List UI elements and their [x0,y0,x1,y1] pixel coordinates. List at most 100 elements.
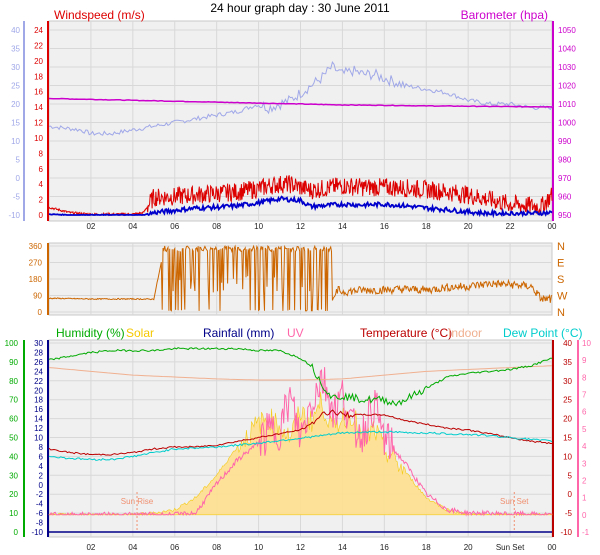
wind-left-inner-tick: 24 [34,26,43,35]
uv-tick: 4 [582,442,587,451]
uv-tick: 0 [582,511,587,520]
temperature-tick: 15 [563,434,572,443]
legend-humidity: Humidity (%) [56,326,125,340]
rainfall-tick: 18 [34,396,43,405]
wind-left-inner-tick: 12 [34,119,43,128]
temperature-tick: 35 [563,358,572,367]
direction-compass-label: N [557,307,565,319]
rainfall-tick: 16 [34,405,43,414]
humidity-tick: 50 [9,434,18,443]
direction-compass-label: E [557,258,564,270]
temperature-tick: 40 [563,339,572,348]
rainfall-tick: 12 [34,424,43,433]
wind-right-tick: 1040 [558,45,576,54]
legend-barometer: Barometer (hpa) [461,8,548,22]
weather-time-tick: 16 [380,543,389,552]
rainfall-tick: 30 [34,339,43,348]
rainfall-tick: 22 [34,377,43,386]
wind-time-tick: 22 [506,222,515,231]
humidity-line [48,347,552,407]
wind-left-inner-tick: 2 [39,196,44,205]
rainfall-tick: -10 [31,528,43,537]
wind-time-tick: 16 [380,222,389,231]
humidity-tick: 40 [9,452,18,461]
rainfall-tick: 4 [39,462,44,471]
wind-right-tick: 1050 [558,26,576,35]
temperature-tick: 0 [568,490,573,499]
uv-tick: 10 [582,339,591,348]
temperature-tick: 30 [563,377,572,386]
solar-area [48,391,553,516]
temperature-tick: 25 [563,396,572,405]
rainfall-tick: -4 [36,500,44,509]
uv-tick: 6 [582,408,587,417]
chart-marks: -10-505101520253035400246810121416182022… [5,21,591,552]
humidity-tick: 10 [9,509,18,518]
weather-time-tick: 14 [338,543,347,552]
humidity-tick: 0 [14,528,19,537]
wind-average-line [48,194,553,219]
dewpoint-line [48,430,553,461]
weather-time-tick: 20 [464,543,473,552]
wind-left-outer-tick: 20 [11,100,20,109]
wind-right-tick: 1000 [558,119,576,128]
weather-time-tick: 04 [128,543,137,552]
humidity-tick: 80 [9,377,18,386]
rainfall-tick: 14 [34,415,43,424]
wind-time-tick: 14 [338,222,347,231]
weather-time-tick: 18 [422,543,431,552]
direction-compass-label: W [557,291,568,303]
rainfall-tick: 0 [39,481,44,490]
wind-left-inner-tick: 14 [34,103,43,112]
rainfall-tick: -8 [36,519,44,528]
indoor-line [48,365,553,381]
wind-right-tick: 1010 [558,100,576,109]
wind-left-inner-tick: 6 [39,165,44,174]
wind-time-tick: 04 [128,222,137,231]
weather-time-tick: 02 [86,543,95,552]
legend-uv: UV [287,326,304,340]
weather-time-tick: Sun Set [496,543,525,552]
uv-tick: 2 [582,476,587,485]
humidity-tick: 20 [9,490,18,499]
wind-left-inner-tick: 18 [34,72,43,81]
wind-left-outer-tick: 5 [16,156,21,165]
uv-tick: 7 [582,391,587,400]
sunset-label: Sun Set [500,497,529,506]
rainfall-tick: 10 [34,434,43,443]
temperature-tick: 10 [563,452,572,461]
direction-left-tick: 0 [38,308,43,317]
legend-solar: Solar [126,326,154,340]
humidity-tick: 30 [9,471,18,480]
wind-left-inner-tick: 4 [39,180,44,189]
wind-left-outer-tick: 30 [11,63,20,72]
wind-left-outer-tick: -5 [13,193,21,202]
rainfall-tick: 26 [34,358,43,367]
uv-tick: 1 [582,494,587,503]
direction-compass-label: N [557,241,565,253]
wind-time-tick: 12 [296,222,305,231]
weather-time-tick: 06 [170,543,179,552]
rainfall-tick: 24 [34,367,43,376]
temperature-tick: 5 [568,471,573,480]
wind-left-inner-tick: 0 [39,211,44,220]
temperature-line [48,409,552,456]
weather-time-tick: 08 [212,543,221,552]
wind-time-tick: 10 [254,222,263,231]
wind-time-tick: 20 [464,222,473,231]
weather-time-tick: 10 [254,543,263,552]
direction-left-tick: 90 [33,292,42,301]
wind-right-tick: 1030 [558,63,576,72]
graph-title: 24 hour graph day : 30 June 2011 [210,1,390,15]
wind-left-outer-tick: 25 [11,82,20,91]
rainfall-tick: 2 [39,471,44,480]
legend-temperature: Temperature (°C) [360,326,452,340]
rainfall-tick: 6 [39,452,44,461]
wind-left-outer-tick: 35 [11,45,20,54]
gust-line [48,60,553,136]
sunrise-label: Sun Rise [121,497,154,506]
wind-left-outer-tick: 10 [11,137,20,146]
rainfall-tick: -6 [36,509,44,518]
humidity-tick: 70 [9,396,18,405]
